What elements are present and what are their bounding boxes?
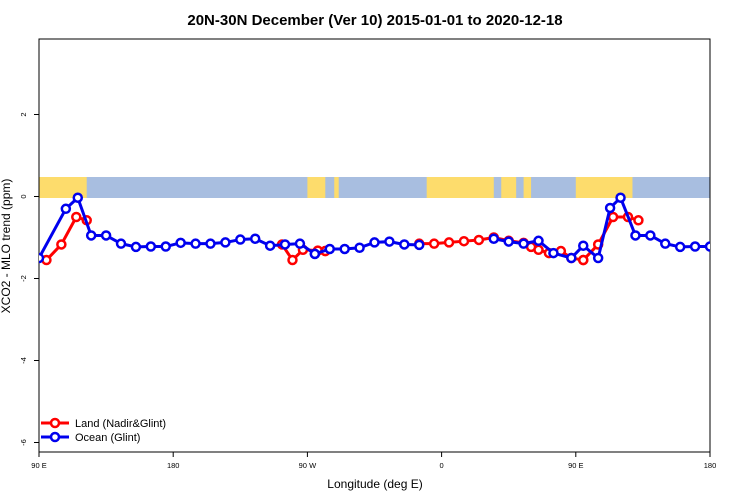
- data-point: [72, 192, 84, 203]
- data-point: [369, 237, 380, 248]
- data-point: [287, 254, 298, 266]
- data-point: [413, 239, 425, 251]
- data-point: [354, 242, 365, 253]
- y-tick-label: -6: [19, 439, 28, 446]
- map-land-patch: [426, 177, 494, 198]
- data-point: [160, 241, 171, 252]
- world-map-strip: [39, 177, 710, 198]
- y-tick-label: -2: [19, 275, 28, 282]
- data-point: [566, 252, 577, 264]
- y-tick-label: 2: [19, 112, 28, 116]
- x-axis-label: Longitude (deg E): [327, 477, 422, 491]
- x-tick-label: 0: [440, 461, 444, 470]
- data-point: [645, 230, 656, 241]
- data-point: [384, 236, 395, 247]
- legend-swatch-marker: [49, 431, 61, 443]
- data-point: [607, 211, 619, 223]
- data-point: [704, 241, 710, 252]
- data-point: [71, 211, 82, 223]
- series-ocean: [39, 192, 710, 264]
- data-point: [592, 252, 604, 264]
- data-point: [604, 202, 616, 214]
- x-tick-label: 180: [704, 461, 717, 470]
- data-point: [39, 252, 45, 264]
- series-line: [45, 215, 88, 262]
- map-land-patch: [307, 177, 326, 198]
- data-point: [458, 235, 470, 247]
- y-tick-label: 0: [19, 194, 28, 198]
- legend-swatch-marker: [49, 417, 61, 429]
- data-point: [630, 230, 641, 241]
- data-point: [518, 238, 529, 249]
- data-point: [130, 241, 142, 253]
- data-point: [473, 234, 485, 246]
- data-point: [324, 243, 336, 255]
- data-point: [56, 239, 67, 250]
- data-point: [615, 192, 626, 203]
- series-layer: [39, 192, 710, 266]
- data-point: [309, 248, 321, 260]
- data-point: [633, 215, 644, 226]
- x-tick-label: 90 E: [568, 461, 583, 470]
- data-point: [100, 230, 112, 241]
- series-line: [493, 196, 710, 260]
- data-point: [294, 238, 306, 249]
- x-tick-label: 90 W: [299, 461, 317, 470]
- y-tick-label: -4: [19, 357, 28, 364]
- data-point: [115, 238, 127, 249]
- x-tick-label: 90 E: [31, 461, 46, 470]
- data-point: [578, 240, 589, 251]
- data-point: [488, 233, 500, 244]
- data-point: [660, 238, 671, 249]
- map-land-patch: [39, 177, 87, 198]
- data-point: [689, 241, 701, 252]
- data-point: [235, 234, 246, 245]
- data-point: [220, 237, 231, 248]
- legend-label: Ocean (Glint): [75, 432, 140, 444]
- map-ocean-band: [39, 177, 710, 198]
- data-point: [503, 236, 514, 247]
- data-point: [279, 239, 291, 250]
- map-land-patch: [523, 177, 532, 198]
- data-point: [443, 237, 455, 248]
- data-point: [578, 254, 589, 266]
- y-axis: -6 -4 -2 0 2: [19, 112, 39, 446]
- data-point: [205, 238, 216, 249]
- data-point: [60, 203, 72, 215]
- map-land-patch: [334, 177, 339, 198]
- data-point: [85, 230, 97, 241]
- data-point: [190, 238, 201, 249]
- map-land-patch: [575, 177, 633, 198]
- map-land-patch: [501, 177, 517, 198]
- chart-title: 20N-30N December (Ver 10) 2015-01-01 to …: [187, 12, 562, 29]
- data-point: [264, 240, 276, 251]
- data-point: [533, 244, 544, 256]
- x-tick-label: 180: [167, 461, 180, 470]
- data-point: [175, 237, 186, 249]
- legend-label: Land (Nadir&Glint): [75, 418, 166, 430]
- data-point: [674, 241, 686, 253]
- y-axis-label: XCO2 - MLO trend (ppm): [0, 179, 13, 314]
- data-point: [548, 247, 559, 259]
- data-point: [399, 239, 410, 250]
- data-point: [533, 235, 544, 247]
- data-point: [249, 233, 261, 244]
- x-axis: 90 E 180 90 W 0 90 E 180: [31, 452, 716, 470]
- data-point: [339, 243, 350, 255]
- legend: Land (Nadir&Glint) Ocean (Glint): [41, 417, 166, 444]
- data-point: [428, 238, 440, 249]
- data-point: [145, 241, 157, 252]
